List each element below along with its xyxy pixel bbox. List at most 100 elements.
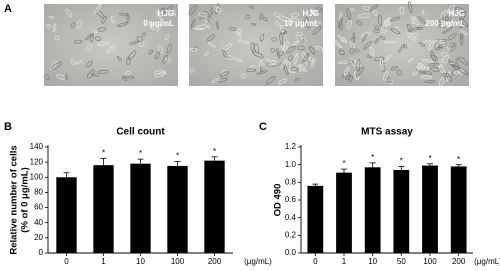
cell (447, 5, 455, 13)
cell (311, 10, 317, 15)
cell (312, 25, 322, 36)
x-tick-label: 10 (368, 257, 377, 266)
cell (166, 43, 172, 54)
cell (224, 54, 234, 60)
cell (390, 66, 398, 71)
cell (384, 54, 391, 63)
cell (302, 52, 310, 63)
cell (270, 47, 275, 53)
cell (301, 52, 306, 60)
cell (337, 61, 351, 65)
significance: * (102, 148, 105, 157)
cell (369, 4, 379, 12)
cell (460, 35, 464, 46)
cell (442, 54, 449, 64)
cell (265, 58, 277, 66)
cell (396, 69, 403, 76)
cell (127, 50, 137, 60)
cell (141, 32, 146, 37)
cell (424, 80, 436, 83)
x-tick-label: 100 (171, 257, 185, 266)
cell (374, 56, 385, 62)
cell (388, 79, 393, 85)
cell (402, 44, 408, 49)
cell (219, 71, 230, 77)
cell (374, 24, 379, 31)
y-tick-label: 1.0 (285, 160, 297, 169)
cell (156, 24, 162, 32)
cell (276, 48, 281, 60)
cell (308, 57, 316, 62)
significance: * (213, 147, 216, 156)
y-tick-label: 40 (34, 218, 43, 227)
significance: * (428, 154, 431, 163)
cell (262, 17, 268, 22)
cell (343, 66, 350, 76)
cell (457, 67, 469, 75)
cell (116, 56, 122, 62)
cell (453, 68, 465, 74)
x-tick-label: 1 (342, 257, 347, 266)
cell (280, 29, 287, 34)
y-axis-label: (% of 0 μg/mL) (20, 167, 31, 232)
cell (437, 43, 448, 49)
cell (362, 6, 371, 11)
cell (417, 64, 423, 70)
cell (452, 64, 460, 70)
cell (407, 33, 417, 41)
cell (160, 7, 166, 15)
cell (245, 14, 251, 20)
cell (360, 31, 371, 38)
image-label: HJG (449, 9, 465, 18)
cell (421, 9, 425, 15)
x-tick-label: 1 (101, 257, 106, 266)
x-unit: (μg/mL) (244, 257, 272, 266)
chart-title: MTS assay (361, 127, 413, 138)
cell (148, 20, 155, 31)
cell (208, 42, 216, 48)
cell (285, 46, 296, 54)
cell (386, 76, 391, 83)
x-tick-label: 10 (136, 257, 145, 266)
cell (406, 23, 412, 31)
significance: * (139, 149, 142, 158)
cell (165, 5, 174, 13)
cell (372, 10, 378, 16)
image-label: HJG (158, 9, 174, 18)
y-tick-label: 80 (34, 188, 43, 197)
cell (459, 30, 468, 35)
cell (241, 73, 246, 79)
y-tick-label: 120 (30, 157, 44, 166)
cell (380, 58, 383, 71)
cell (296, 32, 303, 36)
cell (250, 42, 255, 52)
cell (70, 22, 77, 28)
cell (101, 15, 107, 24)
cell (215, 21, 219, 30)
cell (204, 51, 209, 57)
cell (282, 31, 288, 35)
panel-label: A (4, 3, 12, 15)
cell (337, 17, 343, 29)
cell (356, 66, 365, 77)
y-axis-label: OD 490 (273, 184, 284, 217)
cell (283, 41, 289, 51)
cell (439, 65, 444, 73)
bar (422, 165, 438, 253)
cell (430, 54, 439, 62)
cell (440, 52, 448, 57)
cell (444, 44, 454, 51)
cell (458, 56, 469, 66)
cell (288, 68, 296, 73)
cell (346, 19, 353, 29)
cell (309, 9, 315, 14)
bar (130, 163, 151, 253)
cell (291, 38, 302, 47)
cell (441, 17, 453, 21)
cell (382, 16, 392, 28)
cell (356, 20, 363, 26)
cell (251, 22, 257, 26)
cell (295, 34, 303, 39)
cell (124, 71, 132, 76)
cell (448, 42, 455, 48)
